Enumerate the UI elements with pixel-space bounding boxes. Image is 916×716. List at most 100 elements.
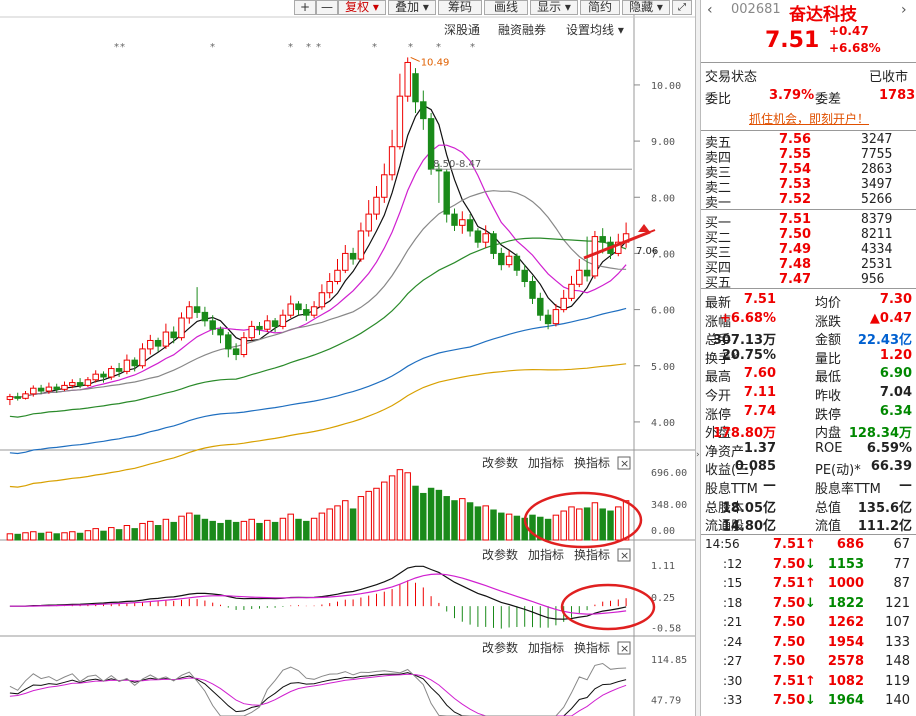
candle-body-26 [209,320,216,330]
stock-name: 奋达科技 [789,5,857,25]
toolbar-button-3[interactable]: 叠加 ▾ [388,0,436,15]
toolbar-button-6[interactable]: 显示 ▾ [530,0,578,15]
vol-bar-5 [45,531,53,541]
candle-body-14 [115,368,123,372]
stat-value-10-a: — [763,478,776,493]
vol-bar-58 [459,498,466,541]
candle-body-45 [357,230,365,260]
link-margin-trading[interactable]: 融资融券 [498,23,547,37]
expand-arrows-icon[interactable]: ⤢ [672,0,692,15]
vol-bar-61 [482,505,489,541]
stat-value-3-b: 1.20 [879,347,912,363]
tick-price-1: 7.50 [773,556,806,572]
set-ma-dropdown[interactable]: 设置均线 ▾ [566,23,624,37]
link-shengutong[interactable]: 深股通 [444,23,481,37]
candle-body-1 [14,396,21,399]
vol-bar-7 [61,532,68,541]
down-arrow-icon: ↓ [805,595,816,611]
kdj-link-0[interactable]: 改参数 [482,640,518,655]
toolbar-button-7[interactable]: 简约 [580,0,620,15]
ma-line-30 [9,237,627,418]
tick-volume-8: 1964 [827,693,864,708]
candle-body-3 [30,387,37,395]
candle-body-65 [513,255,521,271]
macd-link-1[interactable]: 加指标 [528,547,564,562]
vol-link-0[interactable]: 改参数 [482,455,518,470]
next-stock-icon[interactable]: › [901,2,907,18]
vol-bar-41 [326,508,333,541]
candle-body-28 [225,334,232,350]
candle-body-42 [334,269,341,283]
open-account-link[interactable]: 抓住机会，即刻开户！ [749,112,870,126]
vol-bar-59 [466,502,474,541]
toolbar-button-4[interactable]: 筹码 [438,0,482,15]
tick-price-3: 7.50 [773,595,806,611]
candle-body-74 [583,269,591,277]
tick-volume-0: 686 [836,537,864,552]
stat-label-11-b: 总值 [815,500,842,516]
last-price-tag: 7.06 [636,246,658,257]
buy-price-1: 7.50 [779,227,812,242]
kdj-link-1[interactable]: 加指标 [528,640,564,655]
vol-bar-11 [92,528,99,541]
candle-body-60 [474,230,482,243]
tick-volume-2: 1000 [827,576,864,591]
stat-label-9-a: 收益(三) [705,463,755,479]
toolbar-button-1[interactable]: — [316,0,338,15]
prev-stock-icon[interactable]: ‹ [707,2,713,18]
price-change: +0.47 [829,24,869,38]
vol-bar-36 [287,513,294,541]
buy-price-4: 7.47 [779,272,812,287]
stat-value-2-a: 307.13万 [712,333,776,349]
candle-body-29 [232,348,240,356]
toolbar-button-5[interactable]: 画线 [484,0,528,15]
collapse-handle[interactable]: › [695,0,701,716]
stat-value-5-b: 7.04 [879,385,912,400]
candle-body-7 [61,384,68,390]
buy-label-4: 买五 [705,276,732,291]
toolbar-button-0[interactable]: + [294,0,316,15]
vol-bar-65 [513,515,521,541]
kline-chart[interactable]: 10.00 9.00 8.00 7.00 6.00 5.00 4.00 10.49 8.50-8… [0,0,695,716]
vol-link-2[interactable]: 换指标 [574,455,610,470]
vol-bar-14 [115,529,123,541]
macd-link-2[interactable]: 换指标 [574,547,610,562]
vol-bar-47 [373,487,380,541]
stat-value-12-a: 14.80亿 [721,519,776,535]
candle-body-72 [568,283,575,299]
vol-link-1[interactable]: 加指标 [528,455,564,470]
tick-price-0: 7.51 [773,537,806,552]
vol-bar-54 [427,487,435,541]
vol-bar-26 [209,520,216,541]
kdj-j-line [9,662,627,716]
stat-label-3-a: 换手* [705,351,738,367]
buy-price-3: 7.48 [779,257,812,272]
candle-body-48 [381,174,388,198]
candle-body-12 [100,373,107,378]
ma-line-10 [9,144,627,399]
kdj-link-2[interactable]: 换指标 [574,640,610,655]
tick-time-4: :21 [723,615,743,629]
candle-body-52 [412,73,419,103]
price-tick-3: 7.00 [651,249,675,260]
vol-bar-16 [131,528,138,541]
tick-time-6: :27 [723,654,743,668]
kdj-close-glyph: × [620,642,629,655]
vol-bar-38 [303,520,310,541]
vol-bar-31 [248,518,255,541]
stat-value-5-a: 7.11 [743,385,776,400]
sell-label-0: 卖五 [705,136,732,151]
macd-link-0[interactable]: 改参数 [482,547,518,562]
candle-body-67 [529,281,536,299]
stat-label-5-b: 昨收 [815,389,842,404]
stat-label-7-b: 内盘 [815,426,842,442]
vol-bar-48 [381,481,388,541]
candle-body-70 [552,309,560,325]
macd-close-icon [617,548,631,562]
vol-close-glyph: × [620,457,629,470]
toolbar-button-8[interactable]: 隐藏 ▾ [622,0,670,15]
stat-value-12-b: 111.2亿 [857,519,912,535]
toolbar-button-2[interactable]: 复权 ▾ [338,0,386,15]
vol-bar-37 [295,518,302,541]
book-separator [701,209,916,210]
